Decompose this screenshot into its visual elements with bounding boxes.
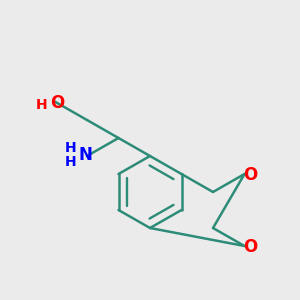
Text: O: O bbox=[50, 94, 64, 112]
Text: H: H bbox=[65, 142, 76, 155]
Text: O: O bbox=[243, 167, 257, 184]
Text: N: N bbox=[79, 146, 92, 164]
Text: H: H bbox=[65, 155, 76, 169]
Text: H: H bbox=[35, 98, 47, 112]
Text: O: O bbox=[243, 238, 257, 256]
